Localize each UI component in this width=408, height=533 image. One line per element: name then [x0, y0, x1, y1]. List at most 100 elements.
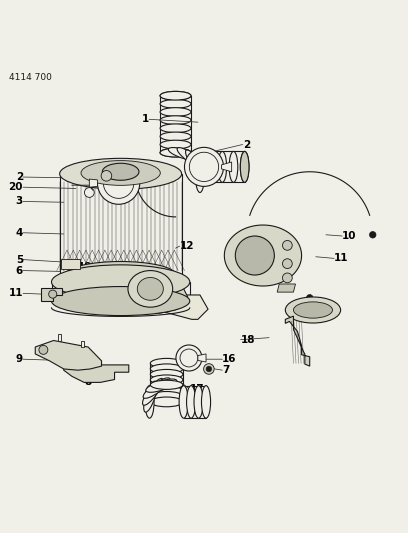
Text: 5: 5 — [16, 255, 23, 264]
Ellipse shape — [194, 386, 203, 418]
Text: 8: 8 — [84, 377, 92, 386]
Ellipse shape — [293, 302, 333, 318]
Ellipse shape — [186, 150, 205, 175]
Ellipse shape — [160, 108, 191, 116]
Circle shape — [206, 366, 212, 372]
Ellipse shape — [186, 386, 196, 418]
Ellipse shape — [177, 148, 203, 167]
Circle shape — [235, 236, 274, 275]
Text: 4: 4 — [16, 228, 23, 238]
Ellipse shape — [51, 287, 190, 316]
Ellipse shape — [150, 381, 183, 390]
Text: 18: 18 — [241, 335, 255, 345]
Circle shape — [84, 188, 94, 197]
Ellipse shape — [142, 378, 163, 405]
Text: 13: 13 — [241, 256, 255, 266]
Polygon shape — [121, 287, 188, 313]
Ellipse shape — [150, 392, 183, 401]
Ellipse shape — [150, 364, 183, 374]
Text: 14: 14 — [241, 265, 255, 274]
Circle shape — [370, 231, 376, 238]
Circle shape — [49, 290, 57, 298]
Ellipse shape — [66, 262, 175, 288]
Ellipse shape — [285, 297, 341, 323]
Ellipse shape — [179, 386, 188, 418]
Ellipse shape — [218, 151, 226, 182]
Ellipse shape — [146, 379, 177, 392]
Ellipse shape — [102, 163, 139, 180]
Ellipse shape — [169, 148, 198, 160]
Ellipse shape — [51, 265, 190, 299]
Circle shape — [176, 345, 202, 371]
Polygon shape — [277, 284, 295, 292]
Circle shape — [101, 171, 112, 181]
Circle shape — [189, 152, 219, 182]
Text: 11: 11 — [9, 288, 23, 298]
Text: 20: 20 — [9, 182, 23, 192]
Text: 6: 6 — [16, 265, 23, 276]
Ellipse shape — [150, 358, 183, 368]
Polygon shape — [35, 341, 102, 370]
Ellipse shape — [143, 378, 170, 398]
Ellipse shape — [144, 381, 157, 412]
Ellipse shape — [195, 151, 204, 182]
Ellipse shape — [150, 386, 183, 395]
Ellipse shape — [150, 380, 183, 390]
Polygon shape — [143, 295, 208, 319]
Ellipse shape — [160, 148, 191, 157]
Polygon shape — [285, 316, 310, 366]
Ellipse shape — [160, 140, 191, 149]
Polygon shape — [222, 162, 232, 172]
Polygon shape — [64, 365, 129, 382]
Ellipse shape — [240, 151, 249, 182]
Ellipse shape — [81, 160, 160, 185]
Polygon shape — [198, 354, 206, 362]
Circle shape — [306, 295, 313, 301]
Text: 10: 10 — [342, 231, 357, 241]
Circle shape — [282, 273, 292, 283]
Circle shape — [180, 349, 198, 367]
Circle shape — [184, 147, 224, 187]
Text: 1: 1 — [142, 114, 149, 124]
Polygon shape — [224, 225, 302, 286]
Circle shape — [204, 364, 214, 374]
Text: 16: 16 — [222, 354, 237, 364]
Ellipse shape — [229, 151, 238, 182]
Ellipse shape — [160, 91, 191, 100]
Ellipse shape — [202, 386, 211, 418]
Circle shape — [98, 162, 140, 204]
Ellipse shape — [160, 116, 191, 124]
Ellipse shape — [160, 100, 191, 108]
Bar — [61, 259, 80, 269]
Ellipse shape — [60, 158, 182, 189]
Ellipse shape — [150, 369, 183, 379]
Text: 14: 14 — [241, 247, 255, 257]
Text: 7: 7 — [222, 365, 230, 375]
Polygon shape — [81, 341, 84, 347]
Circle shape — [282, 259, 292, 269]
Text: 15: 15 — [322, 305, 337, 315]
Ellipse shape — [207, 151, 215, 182]
Ellipse shape — [160, 148, 191, 157]
Polygon shape — [41, 288, 62, 301]
Ellipse shape — [145, 386, 154, 418]
Ellipse shape — [150, 375, 183, 385]
Ellipse shape — [240, 151, 249, 182]
Circle shape — [282, 240, 292, 250]
Text: 17: 17 — [190, 384, 204, 394]
Polygon shape — [58, 334, 61, 341]
Ellipse shape — [193, 155, 205, 184]
Text: 12: 12 — [180, 241, 194, 251]
Ellipse shape — [195, 161, 204, 192]
Ellipse shape — [160, 132, 191, 141]
Ellipse shape — [150, 397, 183, 407]
Text: 4114 700: 4114 700 — [9, 74, 52, 83]
Ellipse shape — [160, 91, 191, 100]
Text: 9: 9 — [16, 354, 23, 364]
Ellipse shape — [160, 124, 191, 133]
Text: 2: 2 — [16, 172, 23, 182]
Text: 11: 11 — [334, 253, 348, 263]
Circle shape — [39, 345, 48, 354]
Text: 19: 19 — [78, 262, 92, 272]
Text: 3: 3 — [16, 197, 23, 206]
